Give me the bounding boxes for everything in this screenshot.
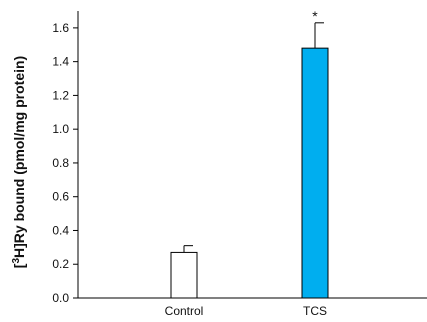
y-axis-label-superscript: 3 <box>11 258 22 264</box>
y-tick-label: 0.2 <box>52 257 69 271</box>
y-tick-label: 1.0 <box>52 122 69 136</box>
y-tick-label: 1.2 <box>52 88 69 102</box>
bar-control <box>170 251 198 299</box>
y-axis-label-part-2: H]Ry bound (pmol/mg protein) <box>11 56 27 258</box>
plot-area: 0.0 0.2 0.4 0.6 0.8 1.0 1.2 1.4 1.6 Control * TCS <box>52 8 329 318</box>
y-axis-label-part-1: [ <box>11 263 27 268</box>
y-tick-label: 0.8 <box>52 156 69 170</box>
y-tick-label: 0.0 <box>52 291 69 305</box>
y-tick-label: 0.6 <box>52 190 69 204</box>
y-tick-label: 1.4 <box>52 55 69 69</box>
y-tick-label: 1.6 <box>52 21 69 35</box>
x-tick-label: TCS <box>303 304 327 318</box>
y-tick-label: 0.4 <box>52 223 69 237</box>
x-tick-label: Control <box>165 304 204 318</box>
bar-tcs <box>301 47 329 299</box>
svg-text:[3H]Ry bound (pmol/mg protein): [3H]Ry bound (pmol/mg protein) <box>11 56 27 268</box>
significance-marker: * <box>312 8 318 24</box>
y-axis-label: [3H]Ry bound (pmol/mg protein) <box>11 56 27 268</box>
